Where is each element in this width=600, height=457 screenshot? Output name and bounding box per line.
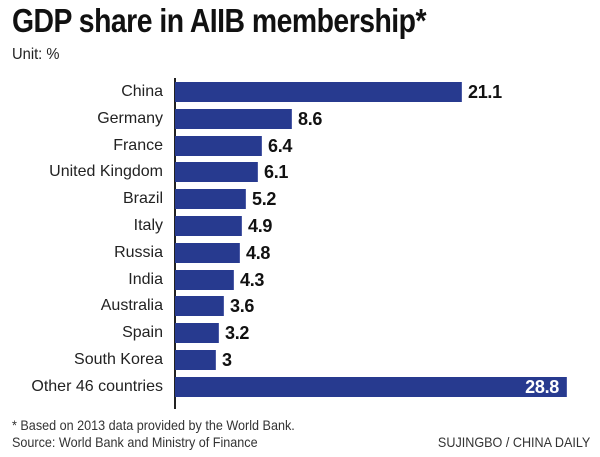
unit-label: Unit: %	[12, 46, 60, 63]
bar-row: Russia 4.8	[0, 242, 600, 263]
bar	[175, 135, 262, 156]
category-label: Brazil	[122, 190, 163, 208]
value-label: 4.9	[248, 216, 273, 236]
bar-row: Germany 8.6	[0, 108, 600, 129]
value-label: 21.1	[468, 82, 502, 102]
bar	[175, 108, 292, 129]
bar	[175, 376, 567, 397]
value-label: 8.6	[298, 108, 323, 129]
bar-row: Brazil 5.2	[0, 189, 600, 210]
value-label: 3	[222, 350, 232, 370]
value-label: 5.2	[252, 189, 277, 210]
value-label: 4.8	[246, 242, 271, 263]
value-label: 28.8	[525, 376, 559, 397]
bar-row: France 6.4	[0, 135, 600, 156]
bar	[175, 323, 219, 344]
bar-row: Australia 3.6	[0, 296, 600, 317]
y-axis-line	[174, 78, 176, 409]
value-label: 6.1	[264, 162, 289, 183]
bar	[175, 162, 258, 183]
bar-row: China 21.1	[0, 82, 600, 102]
category-label: China	[121, 83, 163, 100]
category-label: Russia	[114, 243, 163, 261]
category-label: India	[128, 270, 163, 288]
category-label: South Korea	[74, 351, 163, 368]
bar	[175, 350, 216, 370]
bar-row: India 4.3	[0, 269, 600, 290]
value-label: 4.3	[240, 269, 265, 290]
bar-row: Other 46 countries 28.8	[0, 376, 600, 397]
value-label: 3.2	[225, 323, 250, 344]
bar	[175, 82, 462, 102]
bar	[175, 216, 242, 236]
bar	[175, 189, 246, 210]
footnote: * Based on 2013 data provided by the Wor…	[12, 417, 295, 433]
chart-title: GDP share in AIIB membership*	[12, 2, 427, 39]
category-label: France	[113, 136, 163, 154]
bar-row: Italy 4.9	[0, 216, 600, 236]
source-note: Source: World Bank and Ministry of Finan…	[12, 434, 258, 450]
bar	[175, 242, 240, 263]
category-label: Germany	[97, 109, 163, 127]
bar	[175, 296, 224, 317]
value-label: 6.4	[268, 135, 293, 156]
credit-line: SUJINGBO / CHINA DAILY	[437, 434, 590, 450]
category-label: Other 46 countries	[31, 377, 163, 395]
bar-row: Spain 3.2	[0, 323, 600, 344]
category-label: United Kingdom	[49, 163, 163, 181]
category-label: Australia	[100, 297, 163, 315]
value-label: 3.6	[230, 296, 255, 317]
bar	[175, 269, 234, 290]
bar-row: United Kingdom 6.1	[0, 162, 600, 183]
category-label: Italy	[133, 217, 163, 234]
bar-row: South Korea 3	[0, 350, 600, 370]
category-label: Spain	[122, 324, 163, 342]
